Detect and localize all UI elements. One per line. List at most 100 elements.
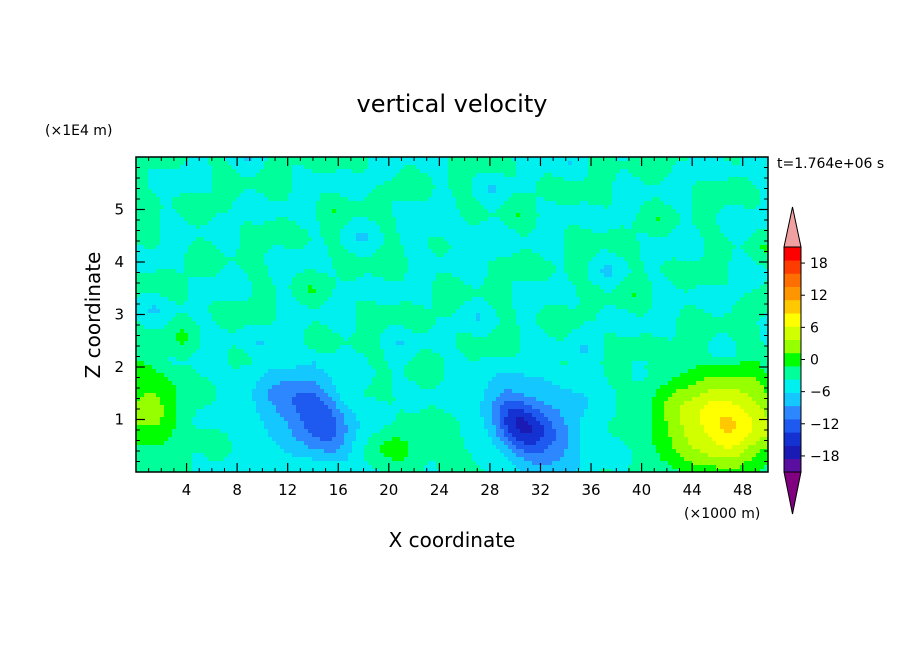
- field-cell: [728, 197, 733, 202]
- field-cell: [332, 209, 337, 214]
- field-cell: [432, 217, 437, 222]
- field-cell: [300, 253, 305, 258]
- field-cell: [380, 253, 385, 258]
- field-cell: [440, 229, 445, 234]
- field-cell: [324, 185, 329, 190]
- field-cell: [248, 189, 253, 194]
- field-cell: [736, 189, 741, 194]
- field-cell: [448, 189, 453, 194]
- field-cell: [712, 173, 717, 178]
- field-cell: [172, 185, 177, 190]
- field-cell: [324, 281, 329, 286]
- field-cell: [676, 213, 681, 218]
- field-cell: [728, 237, 733, 242]
- field-cell: [188, 157, 193, 162]
- field-cell: [764, 205, 768, 210]
- field-cell: [408, 257, 413, 262]
- field-cell: [496, 241, 501, 246]
- field-cell: [584, 241, 589, 246]
- field-cell: [436, 157, 441, 162]
- field-cell: [464, 157, 469, 162]
- field-cell: [724, 177, 729, 182]
- field-cell: [140, 265, 145, 270]
- field-cell: [584, 189, 589, 194]
- field-cell: [692, 269, 697, 274]
- field-cell: [316, 277, 321, 282]
- field-cell: [328, 201, 333, 206]
- field-cell: [220, 193, 225, 198]
- field-cell: [636, 173, 641, 178]
- field-cell: [728, 253, 733, 258]
- field-cell: [724, 257, 729, 262]
- field-cell: [188, 181, 193, 186]
- field-cell: [280, 161, 285, 166]
- field-cell: [584, 217, 589, 222]
- field-cell: [240, 277, 245, 282]
- field-cell: [280, 281, 285, 286]
- field-cell: [228, 177, 233, 182]
- field-cell: [304, 161, 309, 166]
- field-cell: [740, 181, 745, 186]
- field-cell: [492, 241, 497, 246]
- field-cell: [496, 209, 501, 214]
- field-cell: [632, 241, 637, 246]
- field-cell: [752, 225, 757, 230]
- field-cell: [616, 157, 621, 162]
- field-cell: [672, 169, 677, 174]
- field-cell: [744, 257, 749, 262]
- field-cell: [224, 185, 229, 190]
- field-cell: [272, 157, 277, 162]
- field-cell: [460, 257, 465, 262]
- field-cell: [380, 241, 385, 246]
- field-cell: [340, 189, 345, 194]
- field-cell: [448, 165, 453, 170]
- field-cell: [488, 233, 493, 238]
- field-cell: [468, 249, 473, 254]
- field-cell: [180, 193, 185, 198]
- field-cell: [256, 277, 261, 282]
- field-cell: [376, 245, 381, 250]
- field-cell: [368, 253, 373, 258]
- field-cell: [504, 269, 509, 274]
- field-cell: [372, 161, 377, 166]
- field-cell: [168, 249, 173, 254]
- field-cell: [748, 173, 753, 178]
- field-cell: [456, 261, 461, 266]
- field-cell: [524, 225, 529, 230]
- field-cell: [152, 181, 157, 186]
- field-cell: [668, 221, 673, 226]
- field-cell: [648, 161, 653, 166]
- field-cell: [316, 253, 321, 258]
- field-cell: [172, 193, 177, 198]
- field-cell: [556, 193, 561, 198]
- field-cell: [204, 233, 209, 238]
- field-cell: [268, 177, 273, 182]
- field-cell: [296, 237, 301, 242]
- field-cell: [684, 273, 689, 278]
- field-cell: [632, 181, 637, 186]
- field-cell: [196, 185, 201, 190]
- field-cell: [548, 237, 553, 242]
- field-cell: [504, 177, 509, 182]
- field-cell: [712, 213, 717, 218]
- time-label: t=1.764e+06 s: [777, 156, 884, 172]
- field-cell: [564, 193, 569, 198]
- field-cell: [464, 253, 469, 258]
- field-cell: [464, 177, 469, 182]
- field-cell: [224, 201, 229, 206]
- field-cell: [688, 157, 693, 162]
- field-cell: [328, 169, 333, 174]
- field-cell: [212, 261, 217, 266]
- field-cell: [580, 165, 585, 170]
- field-cell: [424, 185, 429, 190]
- field-cell: [384, 185, 389, 190]
- field-cell: [744, 185, 749, 190]
- field-cell: [200, 209, 205, 214]
- field-cell: [240, 229, 245, 234]
- field-cell: [508, 281, 513, 286]
- field-cell: [372, 209, 377, 214]
- field-cell: [348, 281, 353, 286]
- field-cell: [640, 241, 645, 246]
- field-cell: [336, 201, 341, 206]
- field-cell: [504, 209, 509, 214]
